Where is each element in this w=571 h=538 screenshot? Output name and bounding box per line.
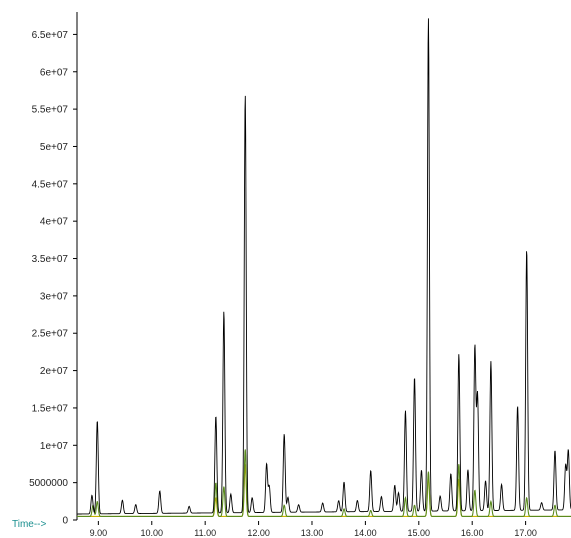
x-tick-label: 13.00 bbox=[301, 528, 324, 538]
series-line-1 bbox=[77, 449, 571, 517]
y-tick-label: 2.5e+07 bbox=[32, 329, 69, 340]
y-tick-label: 3.5e+07 bbox=[32, 254, 69, 265]
y-tick-label: 2e+07 bbox=[40, 366, 69, 377]
x-tick-label: 14.00 bbox=[354, 528, 377, 538]
x-tick-label: 15.00 bbox=[408, 528, 431, 538]
x-tick-label: 11.00 bbox=[194, 528, 216, 538]
y-tick-label: 5000000 bbox=[29, 478, 68, 489]
y-tick-label: 4e+07 bbox=[40, 217, 69, 228]
series-group bbox=[77, 18, 571, 517]
series-line-0 bbox=[77, 18, 571, 515]
y-tick-label: 0 bbox=[62, 516, 68, 527]
x-tick-label: 12.00 bbox=[247, 528, 270, 538]
x-tick-label: 17.00 bbox=[514, 528, 537, 538]
y-tick-label: 3e+07 bbox=[40, 291, 69, 302]
y-tick-label: 6.5e+07 bbox=[32, 30, 69, 41]
x-tick-label: 16.00 bbox=[461, 528, 484, 538]
y-tick-label: 1.5e+07 bbox=[32, 403, 69, 414]
x-axis-ticks: 9.00 10.00 11.00 12.00 13.00 14.00 15.00 16.00 1… bbox=[90, 521, 537, 538]
y-tick-label: 6e+07 bbox=[40, 67, 69, 78]
x-axis-label: Time--> bbox=[12, 519, 47, 530]
x-tick-label: 10.00 bbox=[141, 528, 164, 538]
y-tick-label: 5.5e+07 bbox=[32, 105, 69, 116]
y-axis-ticks: 0 5000000 1e+07 1.5e+07 2e+07 2.5e+07 3e+07 3.5… bbox=[29, 30, 77, 527]
x-tick-label: 9.00 bbox=[90, 528, 108, 538]
y-tick-label: 5e+07 bbox=[40, 142, 69, 153]
y-tick-label: 1e+07 bbox=[40, 441, 69, 452]
y-tick-label: 4.5e+07 bbox=[32, 179, 69, 190]
